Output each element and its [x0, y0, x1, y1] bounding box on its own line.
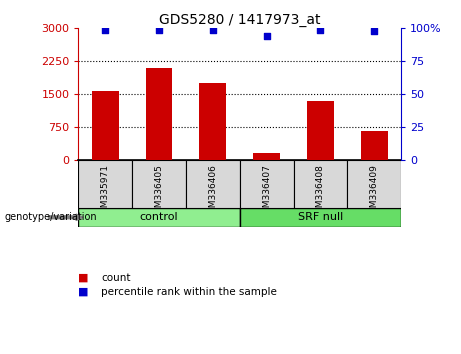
Text: GSM336406: GSM336406 [208, 164, 217, 219]
Bar [92, 91, 118, 160]
Text: GSM335971: GSM335971 [101, 164, 110, 219]
Point [101, 27, 109, 33]
Text: GSM336405: GSM336405 [154, 164, 164, 219]
Point [263, 33, 270, 39]
Bar [307, 101, 334, 160]
Text: ■: ■ [78, 287, 89, 297]
Text: ■: ■ [78, 273, 89, 283]
Title: GDS5280 / 1417973_at: GDS5280 / 1417973_at [159, 13, 320, 27]
Point [209, 27, 217, 33]
Bar [240, 208, 401, 227]
Bar [78, 160, 132, 208]
Bar [347, 160, 401, 208]
Bar [146, 68, 172, 160]
Bar [294, 160, 347, 208]
Bar [199, 84, 226, 160]
Text: GSM336407: GSM336407 [262, 164, 271, 219]
Point [371, 28, 378, 34]
Bar [253, 153, 280, 160]
Text: GSM336408: GSM336408 [316, 164, 325, 219]
Point [155, 27, 163, 33]
Bar [78, 208, 240, 227]
Bar [132, 160, 186, 208]
Text: SRF null: SRF null [298, 212, 343, 222]
Point [317, 27, 324, 33]
Bar [361, 131, 388, 160]
Text: control: control [140, 212, 178, 222]
Text: GSM336409: GSM336409 [370, 164, 378, 219]
Text: genotype/variation: genotype/variation [5, 212, 97, 222]
Bar [240, 160, 294, 208]
Bar [186, 160, 240, 208]
Text: count: count [101, 273, 131, 283]
Text: percentile rank within the sample: percentile rank within the sample [101, 287, 278, 297]
